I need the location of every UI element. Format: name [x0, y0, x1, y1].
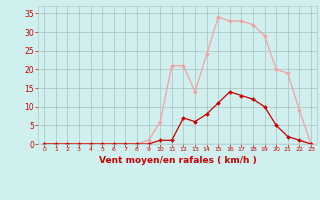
X-axis label: Vent moyen/en rafales ( km/h ): Vent moyen/en rafales ( km/h ) [99, 156, 256, 165]
